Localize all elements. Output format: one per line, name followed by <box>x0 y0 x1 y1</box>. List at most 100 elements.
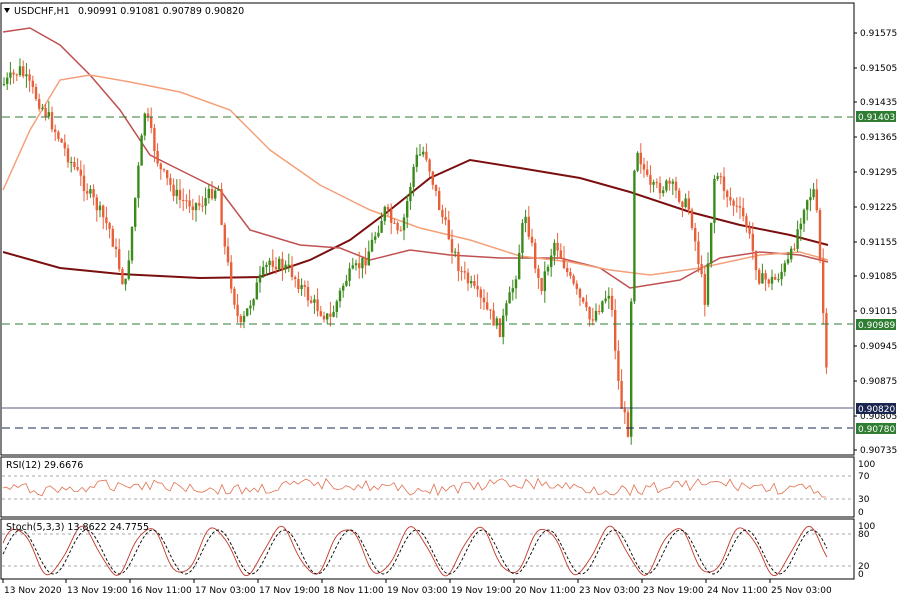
candle-body <box>412 166 415 187</box>
candle-body <box>204 197 207 206</box>
time-tick-label: 13 Nov 2020 <box>4 586 62 596</box>
candle-body <box>63 142 66 149</box>
candle-body <box>454 251 457 253</box>
candle-body <box>543 271 546 291</box>
stoch-tick-20: 20 <box>858 562 870 572</box>
candle-body <box>582 297 585 302</box>
candle-body <box>223 224 226 247</box>
triangle-down-icon[interactable] <box>4 8 10 13</box>
candle-body <box>188 200 191 207</box>
candle-body <box>738 206 742 208</box>
candle-body <box>703 273 706 305</box>
stoch-signal-line <box>2 529 828 575</box>
time-tick-label: 20 Nov 11:00 <box>515 586 576 596</box>
candle-body <box>802 209 806 224</box>
candle-body <box>159 163 162 170</box>
candle-body <box>396 223 399 231</box>
candle-body <box>514 279 518 289</box>
candle-body <box>706 263 710 305</box>
time-tick-label: 18 Nov 11:00 <box>323 586 384 596</box>
time-tick-label: 25 Nov 03:00 <box>771 586 832 596</box>
candle-body <box>329 313 332 317</box>
candle-body <box>150 116 153 128</box>
candle-body <box>207 188 210 198</box>
candle-body <box>591 319 594 321</box>
resistance-price-text: 0.91403 <box>858 113 895 123</box>
candle-body <box>44 107 47 117</box>
candle-body <box>572 275 575 284</box>
candle-body <box>594 311 598 321</box>
candle-body <box>95 197 98 211</box>
candle-body <box>742 207 745 217</box>
candle-body <box>754 250 758 271</box>
candle-body <box>374 236 377 240</box>
candle-body <box>649 175 652 185</box>
candle-body <box>47 112 50 117</box>
candle-body <box>607 295 610 299</box>
candle-body <box>194 203 198 211</box>
candle-body <box>377 232 380 237</box>
horizontal-levels <box>2 116 853 429</box>
symbol-label: USDCHF,H1 <box>14 6 70 17</box>
candle-body <box>201 205 204 207</box>
candle-body <box>134 198 137 227</box>
candle-body <box>630 301 633 437</box>
candle-body <box>684 198 687 208</box>
price-tick-label: 0.91295 <box>860 168 897 178</box>
candle-body <box>345 280 348 286</box>
candle-body <box>598 311 601 313</box>
candle-body <box>361 257 364 269</box>
candle-body <box>386 206 390 210</box>
candle-body <box>562 258 566 269</box>
candle-body <box>425 151 428 160</box>
candle-body <box>156 150 159 164</box>
candle-body <box>319 311 322 316</box>
candle-body <box>825 313 828 368</box>
candle-body <box>166 170 169 179</box>
candle-body <box>639 152 642 165</box>
candle-body <box>441 209 444 218</box>
candle-body <box>86 191 89 194</box>
candle-body <box>281 258 284 270</box>
candle-body <box>262 267 265 275</box>
candle-body <box>102 205 105 218</box>
candle-body <box>354 263 358 266</box>
ma-mid-line <box>2 27 829 289</box>
support-mid-price-tag: 0.90989 <box>856 319 896 331</box>
candle-body <box>508 292 511 304</box>
candle-body <box>527 216 530 237</box>
candle-body <box>306 286 310 301</box>
candle-body <box>822 259 825 314</box>
candle-body <box>290 264 294 278</box>
stoch-tick-80: 80 <box>858 530 870 540</box>
candle-body <box>172 184 175 197</box>
candle-body <box>633 170 636 302</box>
candle-body <box>476 285 479 290</box>
candle-body <box>646 169 649 176</box>
candle-body <box>662 190 665 194</box>
candle-body <box>812 189 815 198</box>
price-tick-label: 0.90875 <box>860 377 897 387</box>
candle-body <box>783 263 786 272</box>
price-tick-label: 0.91505 <box>860 64 897 74</box>
price-tick-label: 0.91015 <box>860 307 897 317</box>
candle-body <box>735 205 738 207</box>
candle-body <box>470 281 473 284</box>
candle-body <box>89 189 92 194</box>
candle-body <box>31 80 34 87</box>
candle-body <box>124 278 127 285</box>
candle-body <box>383 206 386 222</box>
ohlc-readout: 0.90991 0.91081 0.90789 0.90820 <box>78 6 244 17</box>
candle-body <box>617 350 620 381</box>
candle-body <box>498 318 502 337</box>
candle-body <box>761 273 764 284</box>
candle-body <box>521 223 524 253</box>
candle-body <box>217 189 220 191</box>
candle-body <box>700 264 703 274</box>
candle-body <box>604 298 607 302</box>
current-price-tag: 0.90820 <box>856 403 896 415</box>
time-tick-label: 17 Nov 03:00 <box>195 586 256 596</box>
candle-body <box>178 189 182 200</box>
candle-body <box>402 217 406 231</box>
candle-body <box>182 199 185 201</box>
